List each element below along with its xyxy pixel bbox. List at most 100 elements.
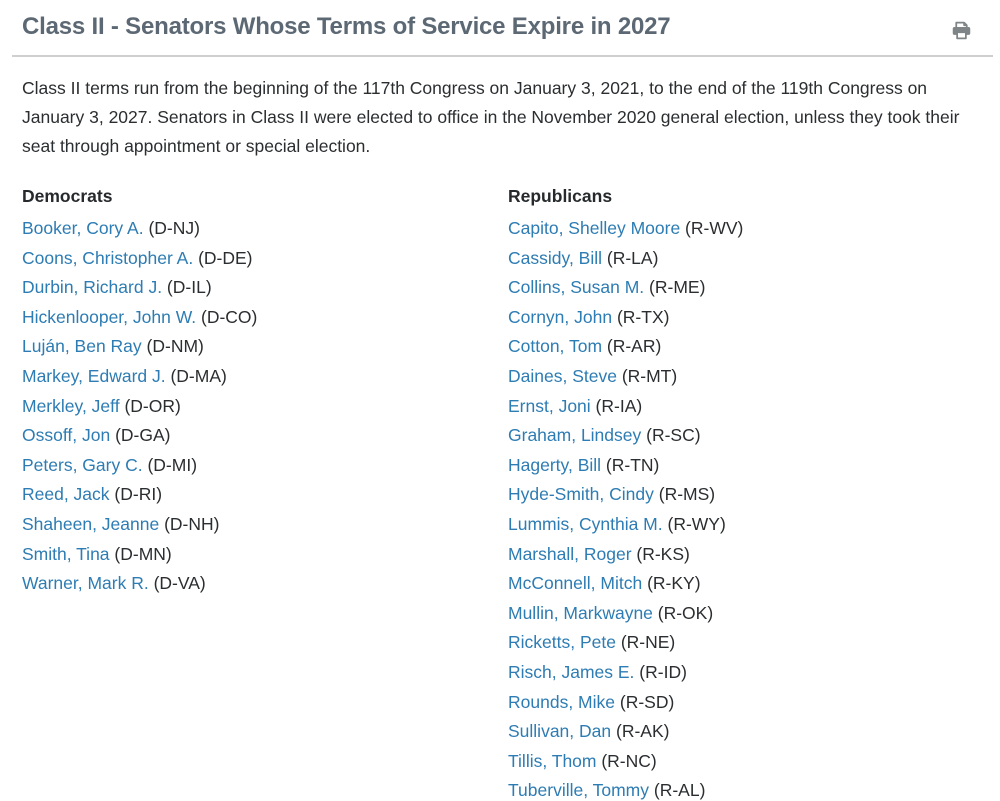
senator-item: Capito, Shelley Moore (R-WV) [508, 214, 994, 244]
senator-item: Hickenlooper, John W. (D-CO) [22, 303, 508, 333]
senator-party-state: (R-WV) [680, 218, 744, 238]
senator-link[interactable]: Ricketts, Pete [508, 632, 616, 653]
senator-item: Warner, Mark R. (D-VA) [22, 569, 508, 599]
senator-party-state: (R-WY) [662, 513, 726, 534]
senator-item: Rounds, Mike (R-SD) [508, 688, 994, 718]
senator-party-state: (D-MN) [109, 543, 172, 564]
senator-item: Sullivan, Dan (R-AK) [508, 717, 994, 747]
senator-item: Booker, Cory A. (D-NJ) [22, 214, 508, 244]
senator-party-state: (D-RI) [109, 484, 163, 505]
senator-party-state: (R-TX) [612, 306, 670, 327]
senator-party-state: (D-MI) [142, 454, 198, 475]
senator-link[interactable]: Hagerty, Bill [508, 454, 602, 475]
printer-icon [951, 21, 972, 44]
senator-item: Graham, Lindsey (R-SC) [508, 421, 994, 451]
senator-link[interactable]: Smith, Tina [22, 543, 110, 564]
senator-link[interactable]: Tuberville, Tommy [508, 780, 650, 801]
senator-link[interactable]: Daines, Steve [508, 365, 617, 386]
title-divider [12, 55, 993, 57]
senator-link[interactable]: Graham, Lindsey [508, 425, 642, 446]
senator-party-state: (R-AR) [602, 336, 662, 357]
senator-link[interactable]: Sullivan, Dan [508, 721, 612, 742]
senator-party-state: (D-NH) [159, 513, 220, 534]
senator-item: Ricketts, Pete (R-NE) [508, 628, 994, 658]
senator-party-state: (R-TN) [601, 454, 660, 475]
senator-item: Markey, Edward J. (D-MA) [22, 362, 508, 392]
senator-item: Ernst, Joni (R-IA) [508, 392, 994, 422]
senator-party-state: (D-NM) [141, 336, 204, 357]
senator-item: Merkley, Jeff (D-OR) [22, 392, 508, 422]
senator-item: Reed, Jack (D-RI) [22, 480, 508, 510]
senator-link[interactable]: McConnell, Mitch [508, 573, 643, 594]
senator-item: Collins, Susan M. (R-ME) [508, 273, 994, 303]
senator-link[interactable]: Cassidy, Bill [508, 247, 603, 268]
senator-item: Hagerty, Bill (R-TN) [508, 451, 994, 481]
print-button[interactable] [951, 20, 972, 41]
democrats-list: Booker, Cory A. (D-NJ) Coons, Christopher… [22, 214, 508, 599]
senator-item: Marshall, Roger (R-KS) [508, 540, 994, 570]
senator-item: Lummis, Cynthia M. (R-WY) [508, 510, 994, 540]
senator-item: Tillis, Thom (R-NC) [508, 747, 994, 777]
senator-item: Cassidy, Bill (R-LA) [508, 244, 994, 274]
senator-link[interactable]: Coons, Christopher A. [22, 247, 194, 268]
senator-link[interactable]: Ossoff, Jon [22, 425, 111, 446]
senator-link[interactable]: Luján, Ben Ray [22, 336, 142, 357]
senator-link[interactable]: Tillis, Thom [508, 750, 597, 771]
senator-link[interactable]: Hickenlooper, John W. [22, 306, 197, 327]
senator-link[interactable]: Booker, Cory A. [22, 218, 144, 238]
senator-party-state: (D-IL) [162, 277, 212, 298]
senator-party-state: (D-MA) [165, 365, 227, 386]
senator-link[interactable]: Durbin, Richard J. [22, 277, 163, 298]
senator-link[interactable]: Mullin, Markwayne [508, 602, 653, 623]
republicans-column: Republicans Capito, Shelley Moore (R-WV)… [508, 185, 994, 801]
republicans-list: Capito, Shelley Moore (R-WV) Cassidy, Bil… [508, 214, 994, 801]
senator-item: Hyde-Smith, Cindy (R-MS) [508, 480, 994, 510]
senator-link[interactable]: Cornyn, John [508, 306, 613, 327]
senator-item: Coons, Christopher A. (D-DE) [22, 244, 508, 274]
senator-party-state: (R-NC) [596, 750, 657, 771]
intro-paragraph: Class II terms run from the beginning of… [22, 78, 960, 156]
senator-party-state: (D-VA) [148, 573, 206, 594]
senator-item: Tuberville, Tommy (R-AL) [508, 776, 994, 801]
senator-party-state: (R-KY) [642, 573, 701, 594]
democrats-header: Democrats [22, 186, 113, 206]
senator-link[interactable]: Merkley, Jeff [22, 395, 120, 416]
senator-link[interactable]: Markey, Edward J. [22, 365, 166, 386]
senator-party-state: (R-ID) [634, 661, 687, 682]
senator-item: Ossoff, Jon (D-GA) [22, 421, 508, 451]
senator-item: Durbin, Richard J. (D-IL) [22, 273, 508, 303]
senator-party-state: (R-AK) [611, 721, 670, 742]
senator-item: Peters, Gary C. (D-MI) [22, 451, 508, 481]
senator-link[interactable]: Hyde-Smith, Cindy [508, 484, 654, 505]
senator-item: Cornyn, John (R-TX) [508, 303, 994, 333]
senator-party-state: (R-SD) [615, 691, 675, 712]
senator-item: Risch, James E. (R-ID) [508, 658, 994, 688]
senator-item: Mullin, Markwayne (R-OK) [508, 599, 994, 629]
page-title: Class II - Senators Whose Terms of Servi… [22, 13, 671, 40]
senator-link[interactable]: Warner, Mark R. [22, 573, 149, 594]
senator-link[interactable]: Lummis, Cynthia M. [508, 513, 663, 534]
senator-party-state: (D-NJ) [143, 218, 200, 238]
democrats-column: Democrats Booker, Cory A. (D-NJ) Coons, C… [22, 185, 508, 801]
party-columns: Democrats Booker, Cory A. (D-NJ) Coons, C… [22, 185, 978, 801]
senator-link[interactable]: Ernst, Joni [508, 395, 591, 416]
senator-link[interactable]: Collins, Susan M. [508, 277, 645, 298]
senator-item: Shaheen, Jeanne (D-NH) [22, 510, 508, 540]
senator-party-state: (D-CO) [196, 306, 258, 327]
senator-link[interactable]: Peters, Gary C. [22, 454, 143, 475]
senator-link[interactable]: Shaheen, Jeanne [22, 513, 160, 534]
senator-party-state: (D-DE) [193, 247, 253, 268]
senator-link[interactable]: Reed, Jack [22, 484, 110, 505]
senator-party-state: (R-IA) [590, 395, 643, 416]
senator-link[interactable]: Marshall, Roger [508, 543, 632, 564]
senator-item: Luján, Ben Ray (D-NM) [22, 332, 508, 362]
senator-party-state: (R-MS) [653, 484, 716, 505]
senator-party-state: (R-LA) [602, 247, 659, 268]
senator-party-state: (R-NE) [615, 632, 676, 653]
senator-link[interactable]: Rounds, Mike [508, 691, 615, 712]
senator-link[interactable]: Capito, Shelley Moore [508, 218, 681, 238]
senator-party-state: (R-MT) [616, 365, 678, 386]
senator-link[interactable]: Cotton, Tom [508, 336, 603, 357]
senator-link[interactable]: Risch, James E. [508, 661, 635, 682]
senator-party-state: (D-OR) [119, 395, 181, 416]
